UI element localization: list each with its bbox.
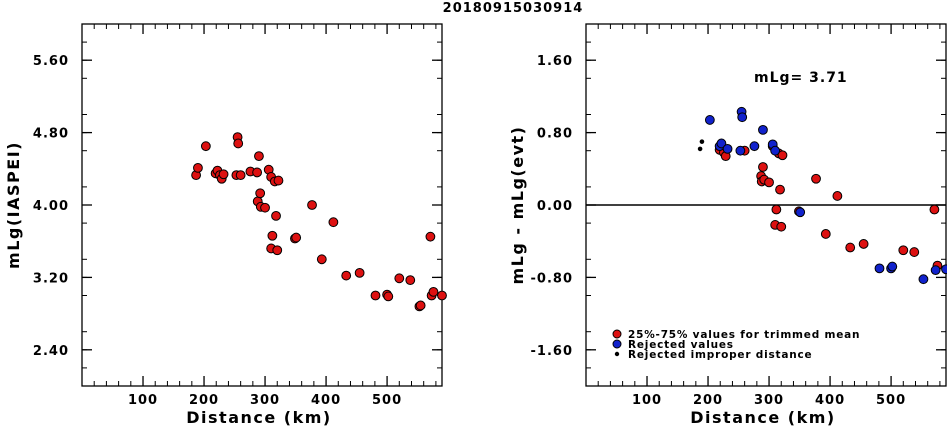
data-point-trimmed	[291, 232, 302, 243]
x-axis-title: Distance (km)	[690, 408, 835, 427]
data-point-trimmed	[233, 138, 244, 149]
data-point-rejected	[770, 145, 781, 156]
mlg-annotation: mLg= 3.71	[754, 70, 848, 86]
y-tick-label: 4.80	[33, 127, 69, 142]
y-tick-label: 0.80	[537, 127, 573, 142]
x-tick-label: 100	[632, 393, 662, 408]
data-point-trimmed	[898, 245, 909, 256]
y-tick-label: 4.00	[33, 199, 69, 214]
x-tick-label: 300	[250, 393, 280, 408]
data-point-trimmed	[383, 291, 394, 302]
legend-label: 25%-75% values for trimmed mean	[628, 329, 860, 341]
data-point-trimmed	[394, 273, 405, 284]
figure-title: 20180915030914	[443, 1, 584, 16]
data-point-trimmed	[307, 200, 317, 210]
data-point-trimmed	[775, 184, 785, 195]
data-point-trimmed	[255, 188, 266, 199]
data-point-rejected	[887, 261, 898, 272]
x-tick-label: 500	[372, 393, 402, 408]
y-tick-label: -0.80	[531, 271, 573, 286]
data-point-rejected	[941, 264, 947, 275]
x-tick-label: 500	[876, 393, 906, 408]
legend-marker-trimmed	[612, 329, 622, 339]
data-point-rejected	[874, 263, 885, 274]
x-tick-label: 400	[815, 393, 845, 408]
data-point-trimmed	[929, 204, 940, 215]
y-tick-label: 5.60	[33, 54, 69, 69]
data-point-rejected	[737, 112, 748, 123]
data-point-rejected	[918, 274, 929, 285]
data-point-trimmed	[267, 230, 278, 241]
legend-marker-rejected	[612, 339, 622, 349]
data-point-trimmed	[354, 267, 365, 278]
x-tick-label: 200	[189, 393, 219, 408]
y-axis-title: mLg(IASPEI)	[4, 141, 23, 269]
data-point-trimmed	[316, 254, 327, 265]
y-tick-label: 0.00	[537, 199, 573, 214]
data-point-trimmed	[832, 191, 843, 201]
data-point-trimmed	[428, 286, 439, 297]
data-point-trimmed	[273, 175, 284, 186]
x-tick-label: 100	[128, 393, 158, 408]
data-point-trimmed	[193, 162, 203, 173]
data-point-rejected	[758, 124, 768, 135]
data-point-rejected	[704, 115, 715, 125]
data-point-trimmed	[271, 210, 281, 221]
data-point-trimmed	[341, 270, 352, 281]
x-tick-label: 400	[311, 393, 341, 408]
data-point-trimmed	[777, 150, 788, 161]
data-point-rejected	[722, 143, 733, 154]
chart-panel-right: 100 200 300 400 500 1.60 0.80 0.00 -0.80 -1.60 Dis…	[508, 23, 947, 427]
x-tick-label: 300	[754, 393, 784, 408]
data-point-trimmed	[845, 242, 856, 253]
legend-marker-improper	[614, 351, 620, 357]
data-point-trimmed	[758, 162, 768, 172]
data-point-trimmed	[218, 169, 229, 180]
x-tick-label: 200	[693, 393, 723, 408]
data-point-trimmed	[425, 231, 436, 242]
data-point-trimmed	[811, 173, 821, 184]
data-point-trimmed	[328, 217, 339, 228]
data-point-rejected	[749, 141, 760, 152]
data-point-trimmed	[415, 300, 426, 311]
data-point-trimmed	[260, 202, 270, 213]
data-point-trimmed	[254, 151, 264, 162]
data-point-improper	[697, 146, 703, 152]
data-point-rejected	[795, 207, 806, 218]
y-tick-label: -1.60	[531, 344, 573, 359]
data-point-trimmed	[252, 167, 263, 178]
data-point-rejected	[716, 138, 727, 149]
data-point-trimmed	[405, 275, 416, 286]
data-point-improper	[699, 139, 705, 144]
data-point-trimmed	[764, 177, 774, 188]
data-point-trimmed	[200, 141, 211, 152]
data-point-trimmed	[437, 290, 447, 301]
data-point-trimmed	[771, 204, 782, 215]
data-point-trimmed	[776, 221, 787, 232]
x-axis-title: Distance (km)	[186, 408, 331, 427]
y-tick-label: 3.20	[33, 271, 69, 286]
data-point-trimmed	[820, 229, 831, 239]
data-point-rejected	[735, 145, 746, 156]
legend-label: Rejected improper distance	[628, 349, 812, 361]
chart-panel-left: 100 200 300 400 500 5.60 4.80 4.00 3.20 2.40 Dista…	[4, 23, 447, 427]
data-point-trimmed	[370, 290, 381, 301]
data-point-trimmed	[909, 247, 920, 257]
legend-label: Rejected values	[628, 339, 734, 351]
data-point-trimmed	[235, 170, 246, 181]
y-tick-label: 2.40	[33, 344, 69, 359]
data-point-trimmed	[858, 239, 869, 249]
y-axis-title: mLg - mLg(evt)	[508, 126, 527, 285]
data-point-rejected	[930, 265, 941, 276]
data-point-trimmed	[272, 245, 283, 256]
y-tick-label: 1.60	[537, 54, 573, 69]
